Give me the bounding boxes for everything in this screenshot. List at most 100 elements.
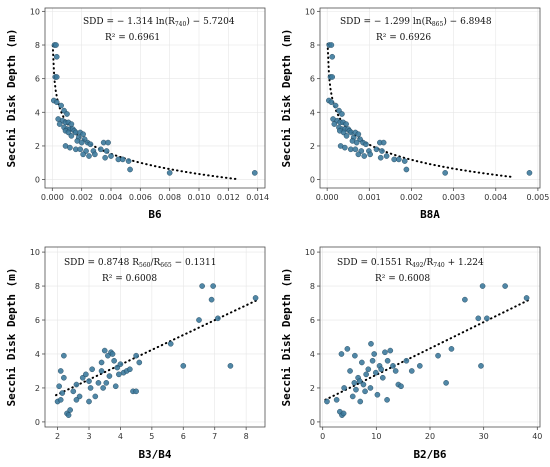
y-tick-label: 6 [35, 316, 40, 325]
data-point [462, 296, 468, 303]
data-point [339, 111, 345, 117]
data-point [403, 357, 410, 364]
equation-text: + 1.224 [445, 258, 484, 268]
data-point [83, 371, 89, 378]
data-point [328, 99, 335, 106]
regression-equation: SDD = 0.1551 R492/R740 + 1.224 [337, 258, 484, 269]
x-tick-label: 40 [532, 432, 542, 441]
data-point [67, 407, 73, 413]
equation-subscript: 492 [412, 262, 424, 269]
x-tick-label: 0.014 [246, 193, 269, 202]
data-point [368, 340, 374, 347]
data-point [329, 74, 336, 80]
equation-text: − 0.1311 [172, 258, 217, 268]
equation-text: SDD = − 1.314 ln(R [83, 16, 175, 27]
y-tick-label: 0 [35, 176, 40, 185]
data-point [360, 381, 367, 388]
y-tick-label: 8 [310, 282, 315, 291]
data-point [57, 397, 64, 403]
data-point [341, 385, 347, 391]
data-point [67, 144, 73, 151]
data-point [328, 42, 335, 48]
data-point [125, 158, 132, 164]
y-axis-label: Secchi Disk Depth (m) [280, 267, 293, 406]
data-point [166, 170, 173, 176]
x-tick-label: 20 [425, 432, 435, 441]
panel-b3-b4: 2 3 4 5 6 7 8 0 2 4 6 8 10 SDD = 0.8748 R560/R665 − 0… [5, 246, 266, 461]
data-point [391, 156, 397, 163]
data-point [86, 378, 92, 384]
data-point [382, 349, 388, 356]
y-tick-label: 8 [310, 41, 315, 50]
data-point [108, 153, 114, 159]
data-point [56, 121, 63, 127]
data-point [333, 397, 340, 403]
panel-b6: 0.000 0.002 0.004 0.006 0.008 0.010 0.012 0.014… [5, 7, 269, 221]
data-point [478, 363, 484, 369]
data-point [65, 412, 72, 418]
data-point [396, 156, 402, 163]
data-point [342, 144, 348, 151]
data-point [362, 388, 368, 395]
data-point [347, 368, 353, 374]
data-point [70, 388, 77, 395]
data-point [379, 148, 385, 154]
data-point [100, 385, 106, 391]
data-point [384, 397, 390, 403]
x-tick-label: 3 [86, 432, 91, 441]
x-tick-label: 0.010 [188, 193, 211, 202]
data-point [87, 385, 94, 391]
y-tick-label: 2 [35, 384, 40, 393]
data-point [133, 352, 139, 359]
data-point [329, 53, 336, 60]
y-tick-label: 2 [35, 142, 40, 151]
data-point [374, 391, 381, 398]
data-point [502, 283, 508, 289]
y-tick-label: 10 [305, 7, 315, 16]
data-point [227, 363, 234, 369]
data-point [53, 99, 60, 106]
data-point [340, 410, 347, 417]
y-tick-label: 10 [30, 248, 40, 257]
y-tick-label: 6 [310, 316, 315, 325]
data-point [355, 151, 362, 158]
fit-curve [324, 298, 531, 401]
equation-text: /R [423, 258, 433, 268]
data-point [127, 166, 133, 173]
data-point [111, 357, 117, 364]
y-axis-label: Secchi Disk Depth (m) [5, 28, 18, 167]
x-tick-label: 8 [244, 432, 249, 441]
plot-frame [319, 7, 541, 189]
y-tick-label: 0 [35, 418, 40, 427]
equation-subscript: 740 [433, 262, 445, 269]
data-point [349, 393, 356, 400]
data-point [61, 374, 67, 381]
data-point [353, 139, 360, 146]
x-tick-label: 0.000 [316, 193, 339, 202]
data-point [215, 315, 221, 322]
equation-text: SDD = 0.1551 R [337, 258, 412, 268]
data-point [352, 146, 359, 153]
data-point [379, 374, 386, 381]
data-point [210, 283, 216, 289]
r-squared: R² = 0.6926 [376, 33, 431, 43]
x-tick-label: 2 [55, 432, 60, 441]
data-point [324, 398, 330, 405]
equation-subscript: 865 [432, 21, 444, 28]
data-point [392, 368, 399, 374]
data-point [387, 347, 394, 354]
data-point [98, 359, 105, 366]
x-tick-label: 0.004 [484, 193, 507, 202]
r-squared: R² = 0.6961 [105, 33, 160, 43]
x-tick-label: 0.002 [70, 193, 93, 202]
y-tick-label: 2 [310, 384, 315, 393]
x-tick-label: 0.012 [217, 193, 240, 202]
data-point [92, 151, 98, 158]
data-point [73, 381, 80, 388]
data-point [343, 133, 350, 139]
y-tick-label: 4 [310, 108, 315, 117]
x-tick-label: 10 [371, 432, 381, 441]
equation-text: /R [150, 258, 160, 268]
data-point [95, 380, 102, 386]
data-point [398, 383, 404, 390]
